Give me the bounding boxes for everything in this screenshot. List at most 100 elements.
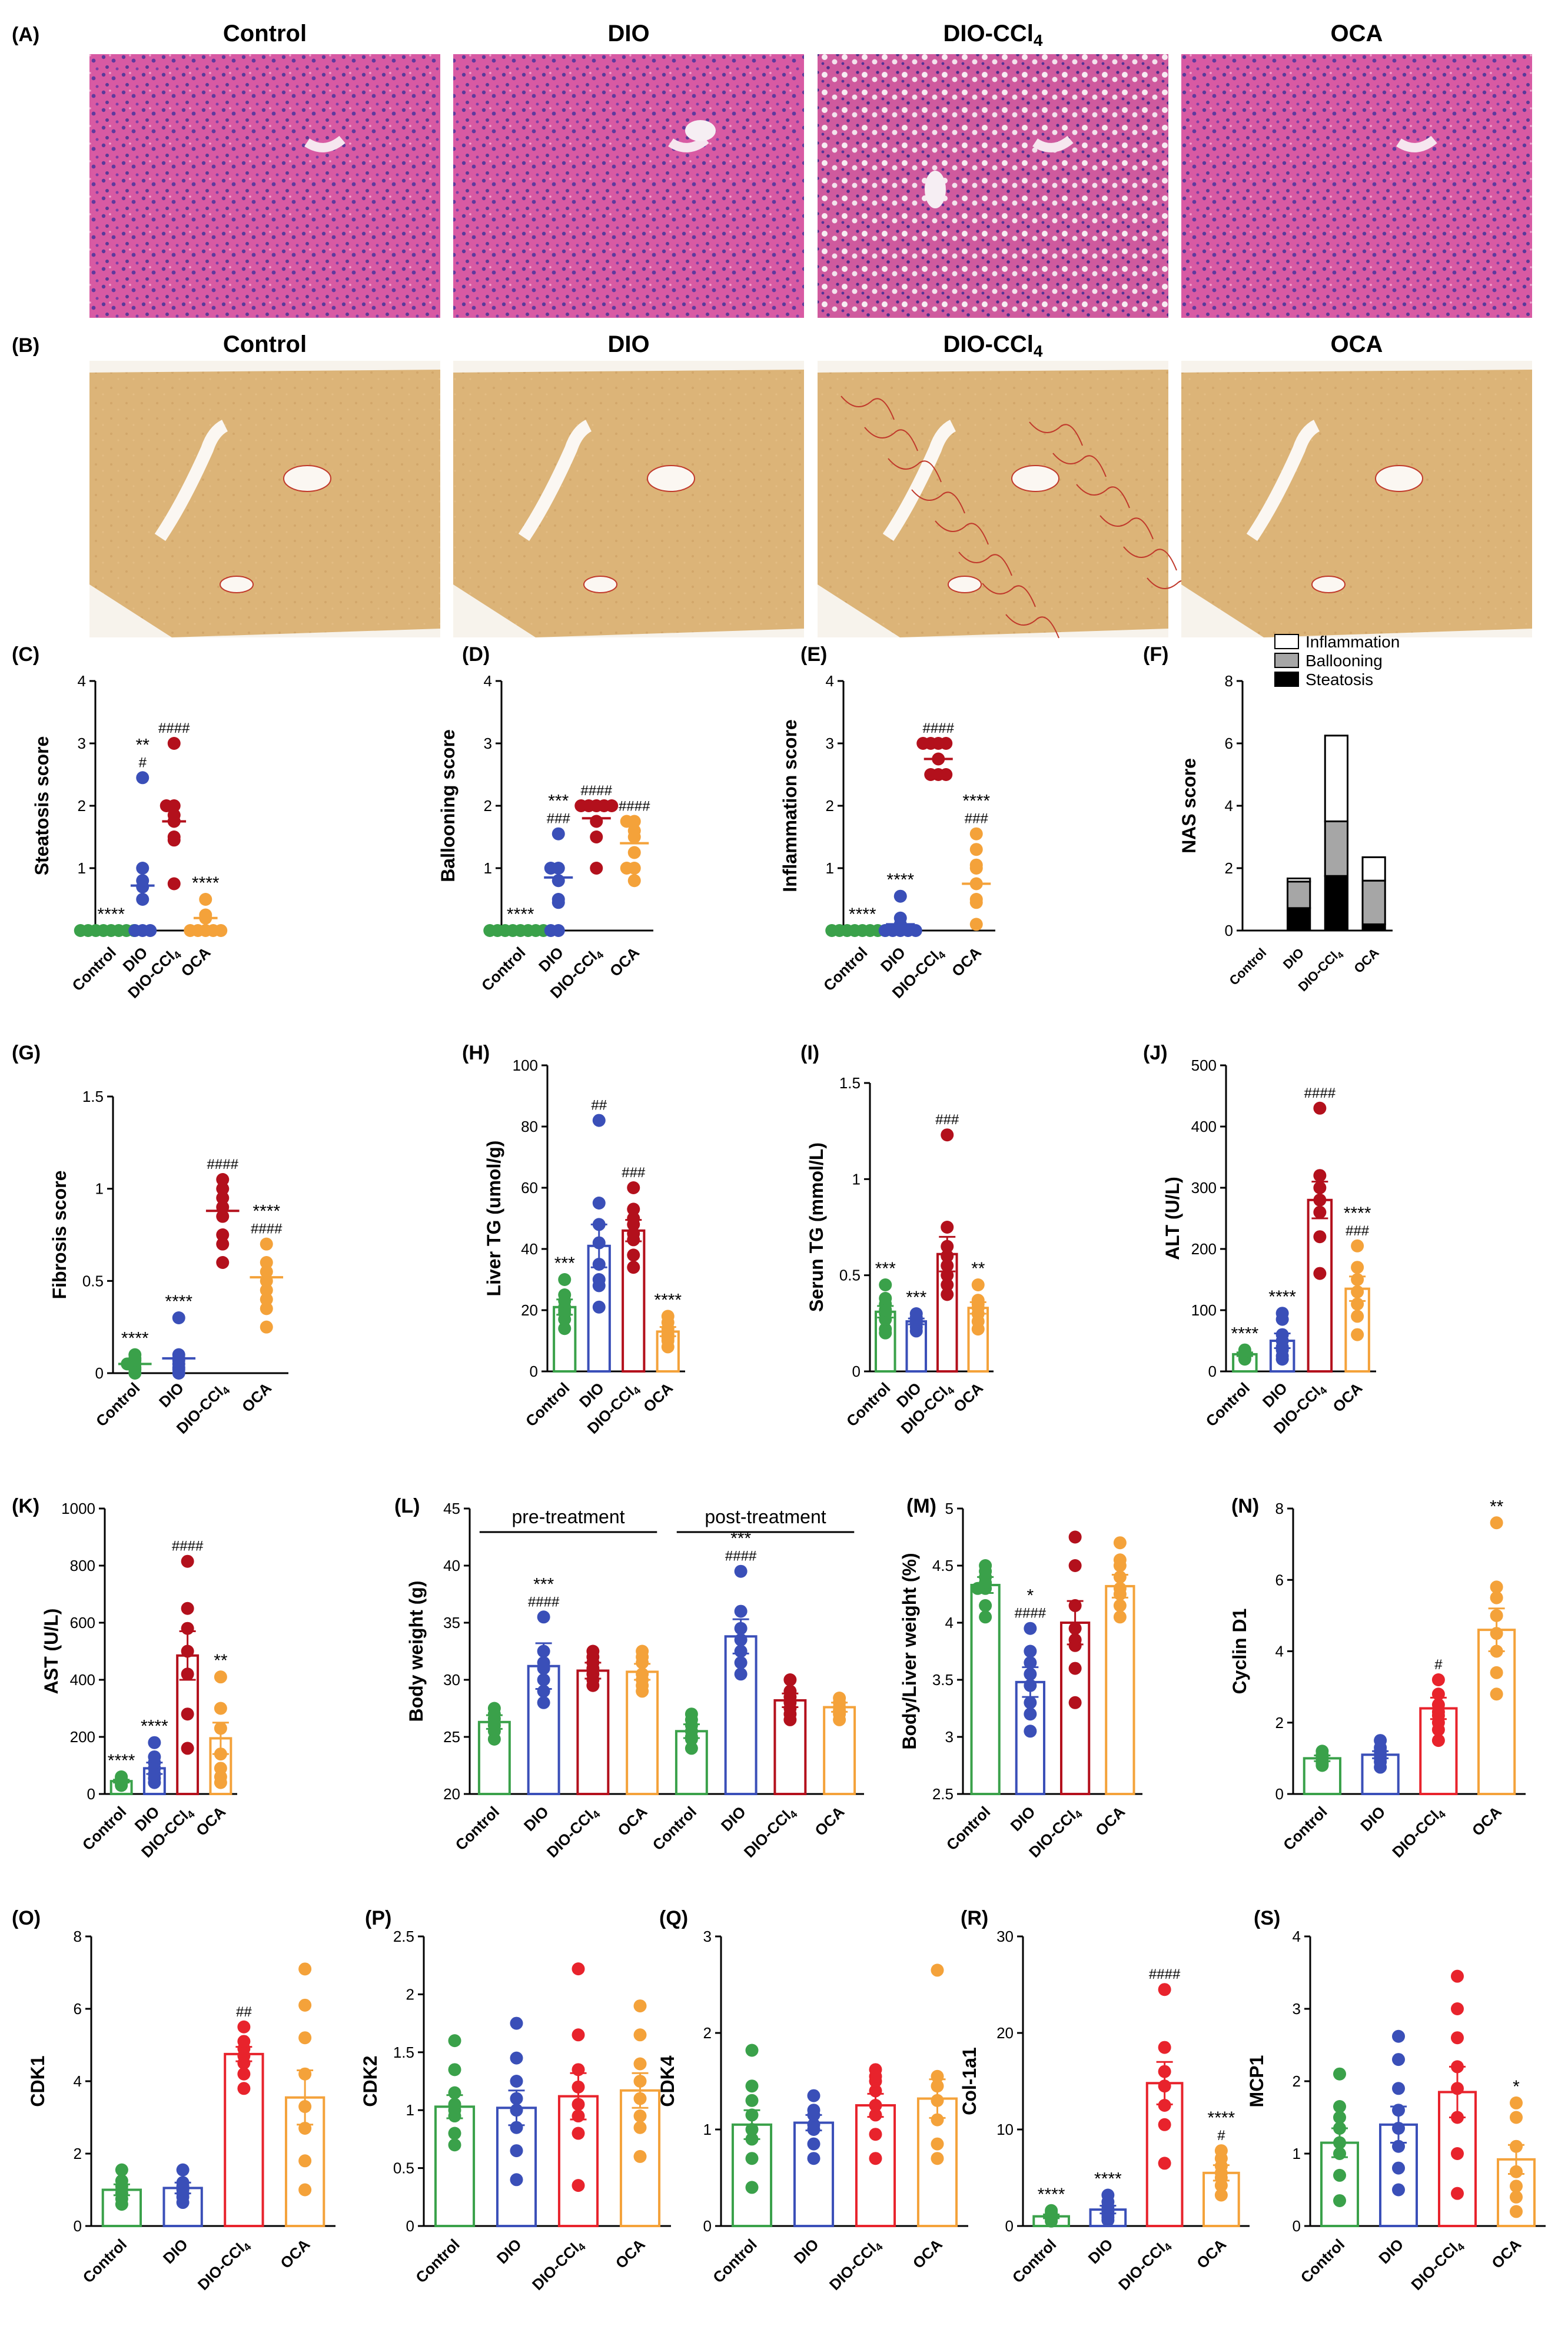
- data-point: [136, 862, 150, 875]
- y-axis-label: Body weight (g): [406, 1581, 427, 1722]
- y-axis-label: Inflammation score: [779, 719, 800, 892]
- x-tick-label: Control: [522, 1379, 573, 1430]
- data-point: [627, 1202, 640, 1216]
- x-tick-label: Control: [649, 1803, 700, 1854]
- significance-mark: ***: [548, 792, 569, 811]
- legend-swatch: [1274, 653, 1299, 668]
- x-tick-label: DIO-CCl4: [826, 2235, 886, 2295]
- sr-liver-dio-ccl4-icon: [818, 361, 1201, 639]
- fibrosis-strand: [1076, 484, 1130, 509]
- panel-label: (J): [1143, 1042, 1168, 1064]
- data-point: [1068, 1622, 1082, 1635]
- data-point: [1113, 1570, 1127, 1584]
- data-point: [627, 1227, 640, 1240]
- x-tick-label: OCA: [1351, 945, 1381, 976]
- data-point: [181, 1667, 194, 1681]
- data-point: [1490, 1644, 1503, 1658]
- data-point: [1313, 1181, 1327, 1194]
- data-point: [181, 1622, 194, 1635]
- legend-swatch: [1274, 672, 1299, 687]
- chart-panel: (E)01234Inflammation scoreControlDIODIO-…: [779, 643, 995, 1002]
- y-axis-label: NAS score: [1178, 758, 1200, 853]
- data-point: [1313, 1193, 1327, 1207]
- significance-mark: *: [1513, 2077, 1520, 2097]
- data-point: [869, 2128, 882, 2141]
- data-point: [661, 1310, 675, 1323]
- y-tick-label: 20: [443, 1785, 460, 1803]
- significance-mark: ****: [849, 905, 876, 924]
- image-title: Control: [223, 331, 307, 357]
- fibrosis-strand: [841, 396, 895, 420]
- vessel: [154, 420, 228, 541]
- significance-mark: ***: [533, 1574, 554, 1594]
- y-tick-label: 0: [703, 2217, 712, 2235]
- significance-mark: ####: [251, 1221, 283, 1237]
- data-point: [216, 1182, 230, 1195]
- data-point: [1045, 2204, 1058, 2217]
- data-point: [181, 1742, 194, 1755]
- data-point: [214, 1762, 227, 1775]
- y-tick-label: 8: [74, 1928, 82, 1945]
- data-point: [172, 1367, 185, 1380]
- fibrosis-strand: [864, 427, 918, 451]
- y-tick-label: 40: [443, 1557, 460, 1574]
- data-point: [181, 1644, 194, 1658]
- vessel: [1011, 465, 1059, 492]
- significance-mark: ##: [591, 1098, 607, 1114]
- data-point: [1068, 1599, 1082, 1612]
- y-tick-label: 20: [521, 1301, 538, 1319]
- fibrosis-strand: [1099, 515, 1154, 540]
- data-point: [298, 2067, 312, 2081]
- data-point: [1392, 2082, 1405, 2095]
- fibrosis-strand: [1123, 546, 1177, 571]
- data-point: [636, 1667, 649, 1681]
- x-tick-label: Control: [943, 1803, 994, 1854]
- data-point: [620, 815, 633, 828]
- data-point: [745, 2132, 759, 2146]
- y-tick-label: 8: [1225, 672, 1233, 690]
- tissue: [89, 54, 440, 318]
- image-title: OCA: [1331, 331, 1383, 357]
- fibrosis-strand: [888, 458, 942, 483]
- data-point: [448, 2138, 461, 2152]
- x-tick-label: DIO: [877, 943, 909, 975]
- vessel: [647, 465, 695, 492]
- data-point: [969, 893, 983, 906]
- data-point: [136, 893, 150, 906]
- data-point: [214, 924, 228, 937]
- vessel: [220, 576, 254, 593]
- data-point: [1024, 1679, 1037, 1692]
- data-point: [734, 1667, 748, 1681]
- data-point: [1490, 1627, 1503, 1640]
- data-point: [633, 2149, 647, 2163]
- panel-label: (D): [462, 643, 490, 666]
- data-point: [931, 1963, 944, 1977]
- data-point: [941, 1268, 954, 1282]
- image-title: OCA: [1331, 21, 1383, 46]
- data-point: [1392, 2104, 1405, 2117]
- stacked-bar-segment: [1324, 735, 1348, 822]
- x-tick-label: Control: [79, 1803, 130, 1854]
- data-point: [552, 874, 565, 888]
- significance-mark: ####: [172, 1539, 204, 1554]
- x-tick-label: OCA: [1092, 1803, 1128, 1839]
- y-tick-label: 10: [996, 2121, 1014, 2138]
- chart-panel: (C)01234Steatosis scoreControlDIODIO-CCl…: [12, 643, 228, 1002]
- data-point: [216, 1210, 230, 1223]
- legend-entry: Steatosis: [1305, 670, 1373, 689]
- data-point: [1158, 2118, 1171, 2131]
- data-point: [685, 1742, 698, 1755]
- sr-liver-dio-icon: [453, 361, 804, 637]
- panel-label: (M): [906, 1495, 936, 1517]
- data-point: [869, 2084, 882, 2098]
- data-point: [633, 2075, 647, 2088]
- x-tick-label: OCA: [950, 1379, 986, 1416]
- y-tick-label: 100: [513, 1056, 538, 1074]
- data-point: [260, 1237, 273, 1251]
- significance-mark: ****: [1038, 2185, 1065, 2204]
- x-tick-label: DIO: [535, 943, 567, 975]
- data-point: [605, 799, 619, 812]
- data-point: [592, 1258, 606, 1271]
- significance-mark: #: [1434, 1657, 1443, 1673]
- significance-mark: ****: [886, 871, 914, 890]
